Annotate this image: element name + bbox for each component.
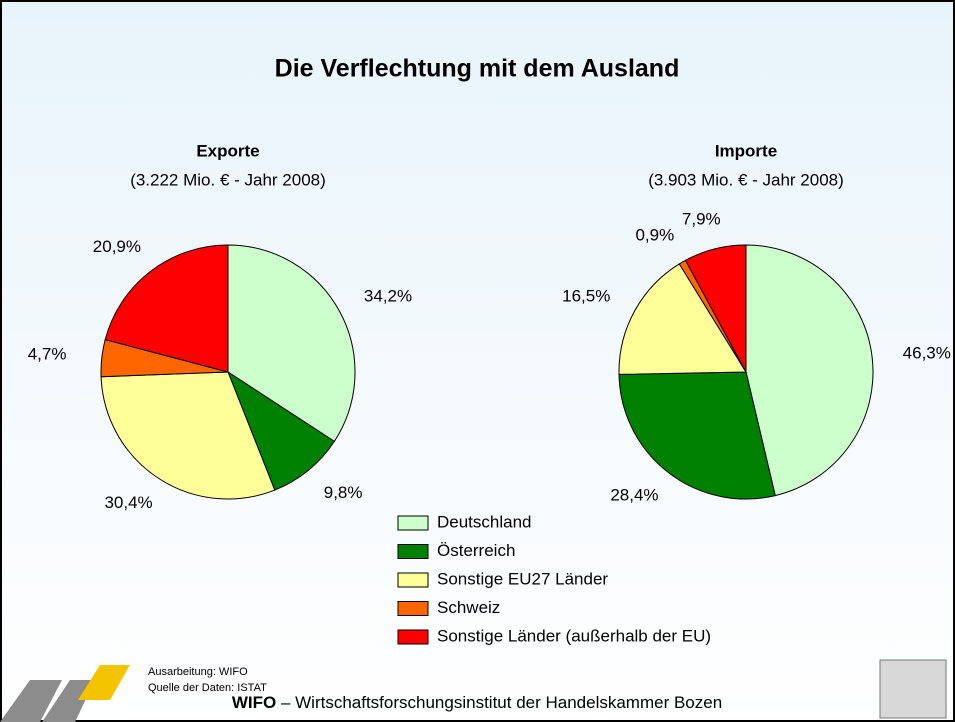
legend-label: Sonstige Länder (außerhalb der EU) <box>437 626 711 645</box>
pie-slice <box>104 244 229 373</box>
data-label: 34,2% <box>364 287 412 306</box>
legend-swatch <box>397 629 429 645</box>
footer-org: WIFO <box>232 693 276 712</box>
pie-slice <box>684 244 747 373</box>
seal <box>879 659 947 719</box>
data-label: 16,5% <box>562 286 610 305</box>
legend-swatch <box>397 572 429 588</box>
data-label: 20,9% <box>93 237 141 256</box>
credit: Ausarbeitung: WIFO <box>148 666 248 678</box>
legend-swatch <box>397 515 429 531</box>
data-label: 7,9% <box>682 209 721 228</box>
logo <box>0 665 130 722</box>
footer-text: – Wirtschaftsforschungsinstitut der Hand… <box>281 693 722 712</box>
data-label: 46,3% <box>903 343 951 362</box>
legend-swatch <box>397 601 429 616</box>
pie-slice <box>100 371 276 500</box>
pie-title: Importe <box>715 141 777 160</box>
legend-label: Österreich <box>437 541 515 560</box>
data-label: 30,4% <box>104 493 152 512</box>
pie-subtitle: (3.903 Mio. € - Jahr 2008) <box>648 170 844 189</box>
credit: Quelle der Daten: ISTAT <box>148 682 267 694</box>
pie-subtitle: (3.222 Mio. € - Jahr 2008) <box>130 170 326 189</box>
footer: WIFO – Wirtschaftsforschungsinstitut der… <box>232 693 722 712</box>
pie-slice <box>618 263 747 375</box>
data-label: 4,7% <box>28 344 67 363</box>
pie-slice <box>745 244 874 497</box>
legend-swatch <box>397 544 429 559</box>
legend-label: Sonstige EU27 Länder <box>437 569 608 588</box>
slide-title: Die Verflechtung mit dem Ausland <box>275 55 680 83</box>
pie-slice <box>618 371 776 500</box>
pie-title: Exporte <box>196 141 259 160</box>
data-label: 0,9% <box>635 226 674 245</box>
legend-label: Schweiz <box>437 598 500 617</box>
pie-slice <box>226 370 336 491</box>
data-label: 9,8% <box>324 483 363 502</box>
legend-label: Deutschland <box>437 512 532 531</box>
data-label: 28,4% <box>610 486 658 505</box>
